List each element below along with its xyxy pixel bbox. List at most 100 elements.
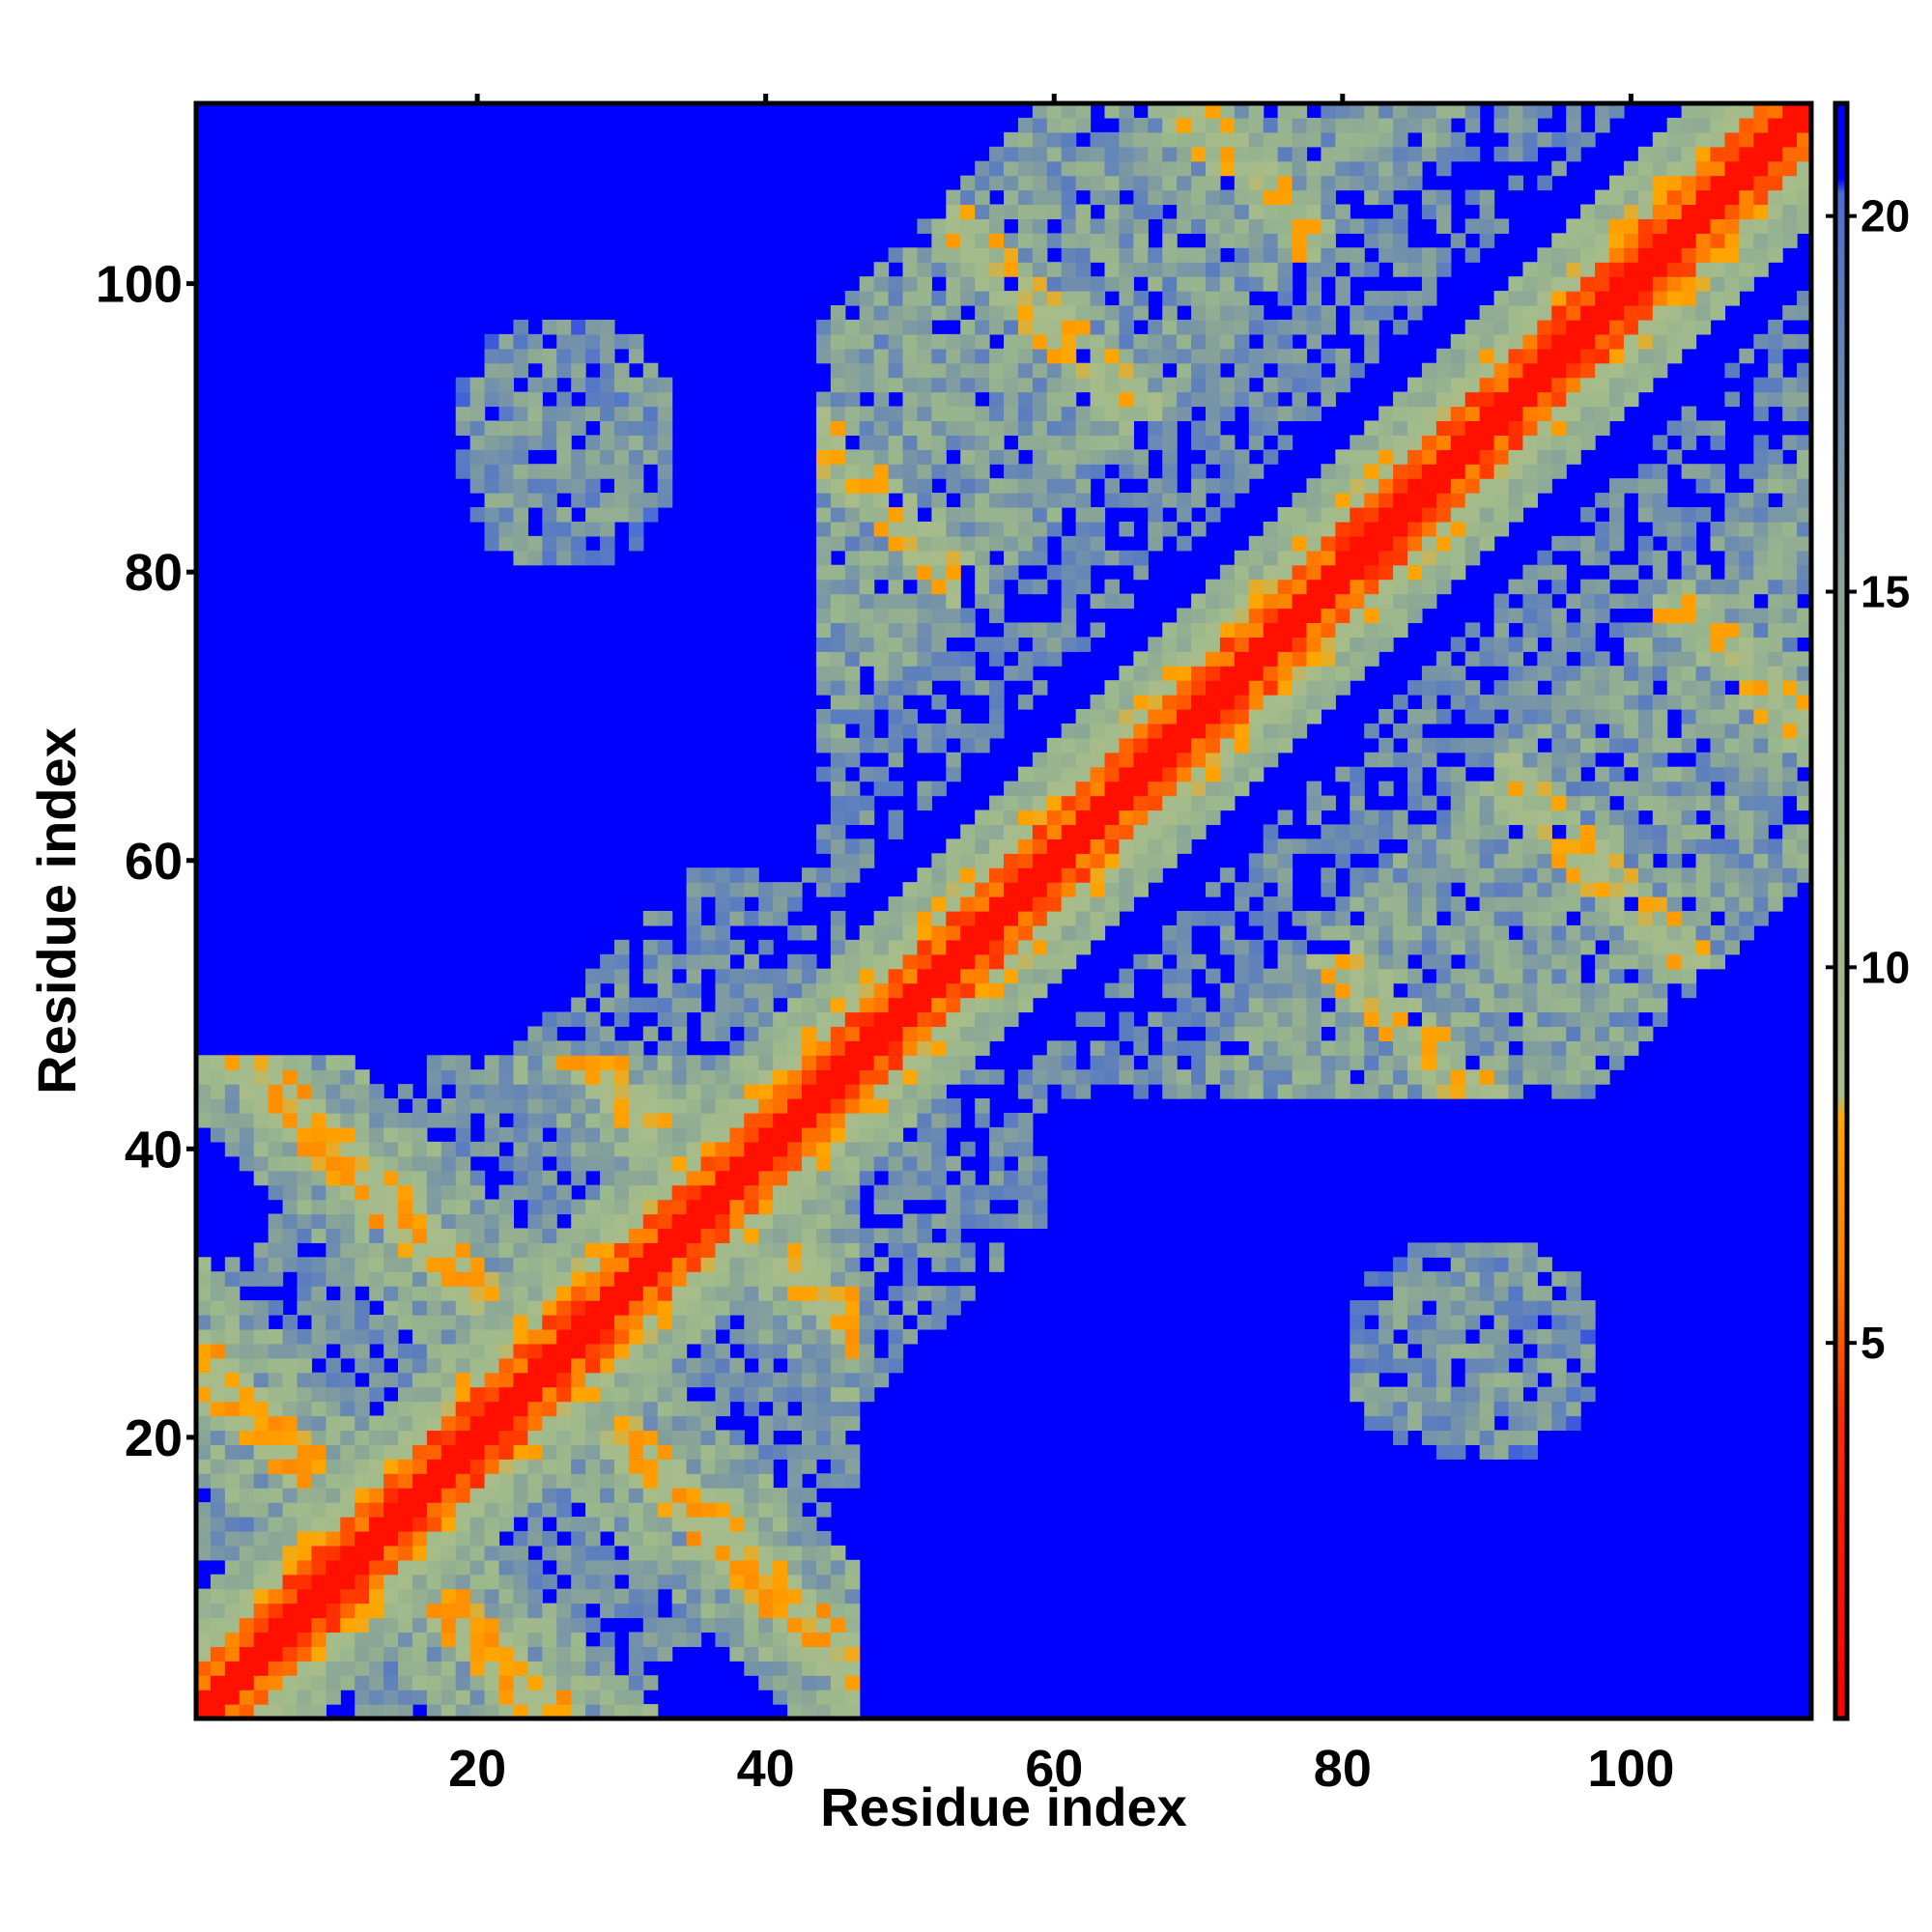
heatmap-cell — [975, 680, 990, 696]
heatmap-cell — [844, 1098, 861, 1114]
heatmap-cell — [1277, 276, 1293, 292]
heatmap-cell — [902, 968, 919, 984]
heatmap-cell — [542, 362, 557, 379]
heatmap-cell — [585, 1271, 601, 1287]
heatmap-cell — [642, 1155, 659, 1172]
heatmap-cell — [1306, 997, 1322, 1013]
heatmap-cell — [613, 1386, 630, 1403]
heatmap-cell — [210, 1545, 226, 1561]
heatmap-cell — [600, 1328, 615, 1345]
heatmap-cell — [1162, 1069, 1178, 1085]
heatmap-cell — [1393, 406, 1408, 422]
heatmap-cell — [1450, 1444, 1466, 1460]
heatmap-cell — [873, 276, 890, 292]
heatmap-cell — [1162, 795, 1178, 811]
heatmap-cell — [715, 1155, 730, 1172]
heatmap-cell — [527, 1632, 543, 1647]
heatmap-cell — [1004, 810, 1019, 826]
heatmap-cell — [1248, 247, 1264, 263]
heatmap-cell — [917, 333, 932, 350]
heatmap-cell — [628, 1184, 644, 1201]
heatmap-cell — [815, 968, 832, 984]
heatmap-cell — [556, 1228, 572, 1243]
heatmap-cell — [369, 1372, 384, 1388]
heatmap-cell — [513, 1603, 528, 1619]
heatmap-cell — [1017, 1184, 1034, 1201]
heatmap-cell — [384, 1257, 399, 1272]
heatmap-cell — [1350, 175, 1365, 191]
heatmap-cell — [1234, 333, 1250, 350]
heatmap-cell — [542, 1113, 557, 1128]
heatmap-cell — [931, 651, 947, 667]
heatmap-cell — [1017, 795, 1034, 811]
heatmap-cell — [931, 291, 947, 306]
heatmap-cell — [1407, 175, 1423, 191]
heatmap-cell — [600, 1315, 615, 1330]
heatmap-cell — [613, 1530, 630, 1547]
heatmap-cell — [196, 1473, 212, 1489]
heatmap-cell — [1177, 160, 1192, 177]
heatmap-cell — [571, 1459, 586, 1474]
heatmap-cell — [715, 1084, 730, 1099]
heatmap-cell — [902, 1026, 919, 1041]
heatmap-cell — [1378, 637, 1394, 652]
heatmap-cell — [326, 1530, 341, 1547]
heatmap-cell — [758, 1199, 774, 1215]
heatmap-cell — [1378, 1271, 1394, 1287]
heatmap-cell — [355, 1401, 370, 1417]
heatmap-cell — [1393, 752, 1408, 768]
heatmap-cell — [1335, 982, 1350, 999]
heatmap-cell — [787, 1690, 803, 1705]
heatmap-cell — [642, 1141, 659, 1157]
heatmap-cell — [815, 478, 832, 494]
heatmap-cell — [571, 1155, 586, 1172]
heatmap-cell — [1393, 1069, 1408, 1085]
heatmap-cell — [1435, 247, 1452, 263]
heatmap-cell — [700, 1328, 717, 1345]
heatmap-cell — [844, 1617, 861, 1634]
heatmap-cell — [628, 521, 644, 537]
heatmap-cell — [1119, 550, 1134, 566]
heatmap-cell — [642, 1372, 659, 1388]
heatmap-cell — [715, 1430, 730, 1445]
heatmap-cell — [1393, 175, 1408, 191]
heatmap-cell — [1479, 1026, 1495, 1041]
heatmap-cell — [1219, 103, 1236, 119]
heatmap-cell — [1219, 333, 1236, 350]
heatmap-cell — [815, 493, 832, 508]
heatmap-cell — [440, 1502, 457, 1518]
heatmap-cell — [440, 1632, 457, 1647]
heatmap-cell — [1046, 622, 1063, 638]
heatmap-cell — [931, 464, 947, 479]
heatmap-cell — [1206, 695, 1221, 710]
heatmap-cell — [600, 1271, 615, 1287]
heatmap-cell — [1335, 766, 1350, 782]
heatmap-cell — [412, 1473, 428, 1489]
heatmap-cell — [888, 1069, 904, 1085]
heatmap-cell — [888, 1040, 904, 1056]
heatmap-cell — [1191, 1084, 1207, 1099]
heatmap-cell — [1493, 449, 1510, 465]
heatmap-cell — [355, 1559, 370, 1576]
heatmap-cell — [815, 564, 832, 581]
heatmap-cell — [1335, 521, 1350, 537]
heatmap-cell — [815, 1242, 832, 1258]
heatmap-cell — [1162, 189, 1178, 206]
heatmap-cell — [917, 276, 932, 292]
heatmap-cell — [1104, 896, 1121, 912]
heatmap-cell — [1292, 593, 1308, 610]
heatmap-cell — [1075, 867, 1092, 883]
heatmap-cell — [1321, 521, 1336, 537]
heatmap-cell — [1075, 564, 1092, 581]
heatmap-cell — [758, 1242, 774, 1258]
heatmap-cell — [931, 723, 947, 739]
heatmap-cell — [815, 1343, 832, 1359]
heatmap-cell — [253, 1588, 270, 1605]
heatmap-cell — [1350, 218, 1365, 234]
heatmap-cell — [1090, 377, 1106, 393]
heatmap-cell — [1263, 262, 1279, 277]
heatmap-cell — [815, 1257, 832, 1272]
heatmap-cell — [787, 1300, 803, 1316]
heatmap-cell — [1435, 131, 1452, 148]
heatmap-cell — [1479, 1300, 1495, 1316]
